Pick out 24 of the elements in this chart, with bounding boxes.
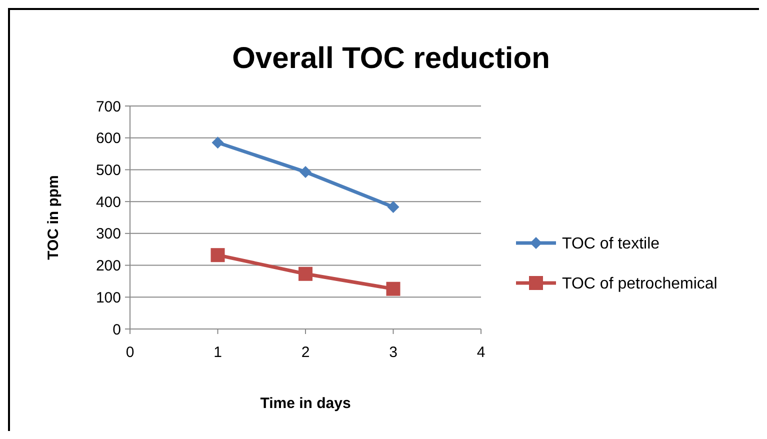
y-tick-label: 0 (112, 321, 121, 338)
y-tick-label: 600 (96, 130, 121, 148)
y-tick-label: 300 (96, 226, 121, 243)
point (300, 166, 312, 178)
point (298, 266, 312, 281)
point (212, 136, 224, 149)
chart-title: Overall TOC reduction (232, 42, 550, 75)
point (210, 248, 225, 262)
y-tick-label: 500 (96, 162, 121, 179)
x-tick-label: 0 (126, 344, 134, 361)
y-tick-label: 700 (96, 98, 121, 116)
y-axis-title: TOC in ppm (45, 175, 62, 260)
y-tick-label: 100 (96, 289, 121, 306)
x-tick-label: 3 (389, 344, 398, 361)
x-tick-label: 1 (214, 344, 222, 361)
x-axis-title: Time in days (260, 395, 351, 412)
point (387, 200, 400, 213)
x-tick-label: 4 (476, 344, 486, 361)
y-tick-label: 200 (96, 258, 121, 275)
y-tick-label: 400 (96, 194, 121, 211)
legend-label: TOC of textile (562, 236, 660, 253)
point (386, 282, 400, 296)
legend-label: TOC of petrochemical (562, 276, 718, 293)
x-tick-label: 2 (301, 344, 310, 361)
